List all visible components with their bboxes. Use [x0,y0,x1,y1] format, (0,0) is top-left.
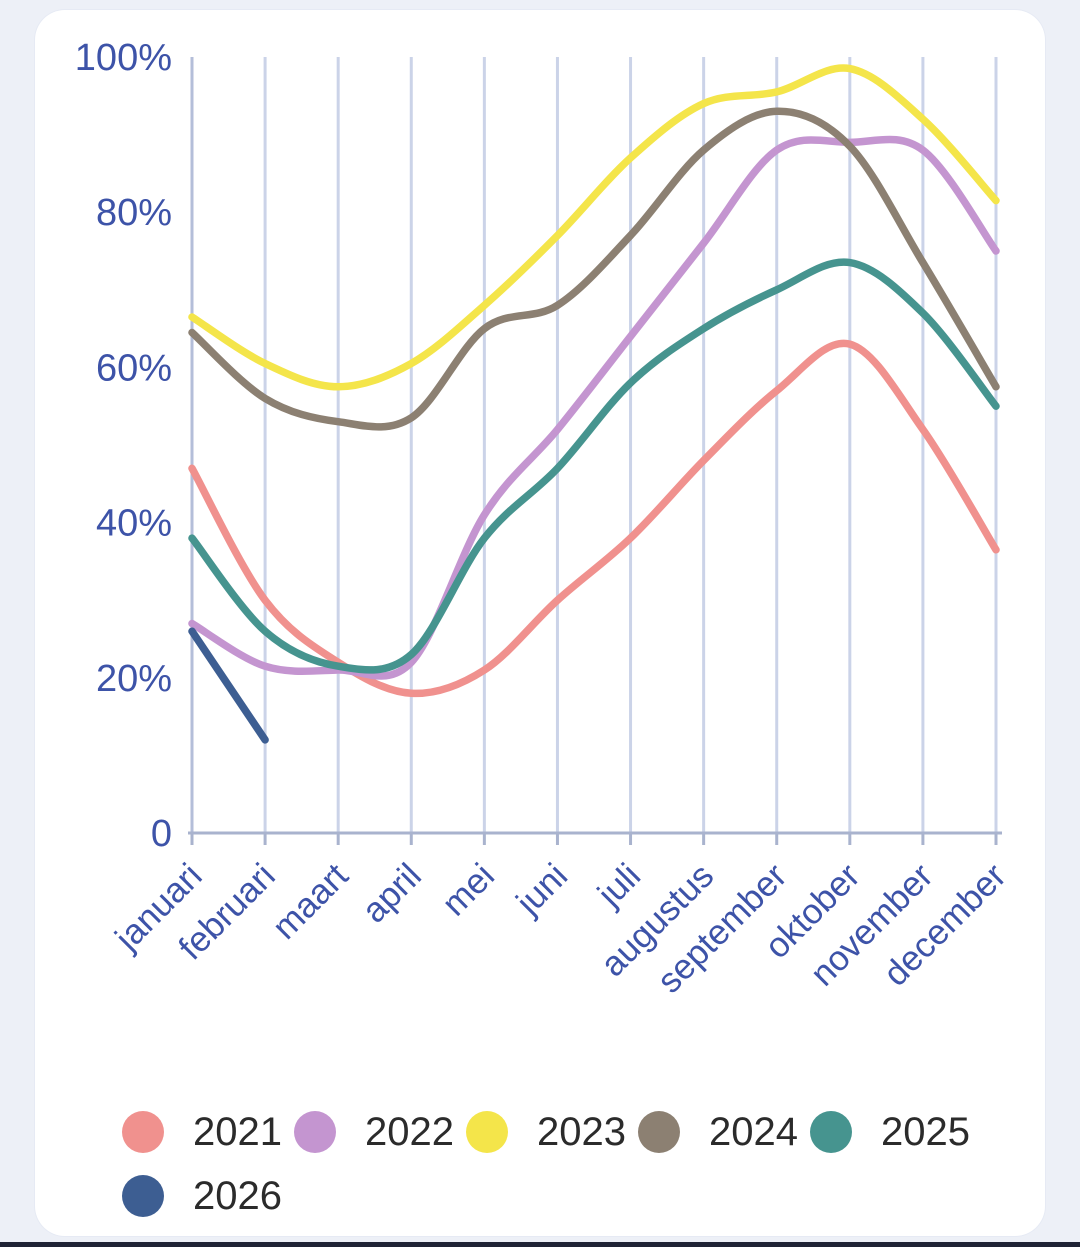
legend-swatch-2022 [294,1111,336,1153]
legend-item-2024[interactable]: 2024 [638,1109,810,1155]
legend-item-2022[interactable]: 2022 [294,1109,466,1155]
x-axis-label: april [355,856,429,930]
y-axis-label: 20% [96,658,172,700]
legend-swatch-2026 [122,1175,164,1217]
chart-legend-row-2: 2026 [122,1173,294,1219]
legend-item-2023[interactable]: 2023 [466,1109,638,1155]
legend-item-2021[interactable]: 2021 [122,1109,294,1155]
legend-swatch-2023 [466,1111,508,1153]
legend-label: 2025 [881,1110,970,1154]
series-line-2022 [188,135,1000,680]
y-axis-label: 80% [96,192,172,234]
legend-swatch-2025 [810,1111,852,1153]
legend-label: 2022 [365,1110,454,1154]
bottom-edge-bar [0,1242,1080,1247]
legend-label: 2023 [537,1110,626,1154]
legend-swatch-2021 [122,1111,164,1153]
x-axis-label: juni [508,856,575,923]
x-axis-label: mei [435,856,502,923]
y-axis-label: 40% [96,503,172,545]
legend-label: 2026 [193,1174,282,1218]
y-axis-label: 100% [75,37,172,79]
series-line-2024 [188,107,1000,431]
series-line-2023 [188,64,1000,391]
legend-label: 2024 [709,1110,798,1154]
chart-card [35,10,1045,1236]
chart-legend-row-1: 2021 2022 2023 2024 2025 [122,1109,982,1155]
y-axis-label: 60% [96,347,172,389]
x-axis-label: juli [590,856,649,915]
legend-swatch-2024 [638,1111,680,1153]
legend-item-2025[interactable]: 2025 [810,1109,982,1155]
y-axis-label: 0 [151,813,172,855]
series-line-2026 [188,627,269,744]
series-line-2021 [188,339,1000,698]
series-line-2025 [188,258,1000,674]
legend-label: 2021 [193,1110,282,1154]
x-axis-label: maart [265,856,356,947]
legend-item-2026[interactable]: 2026 [122,1173,294,1219]
